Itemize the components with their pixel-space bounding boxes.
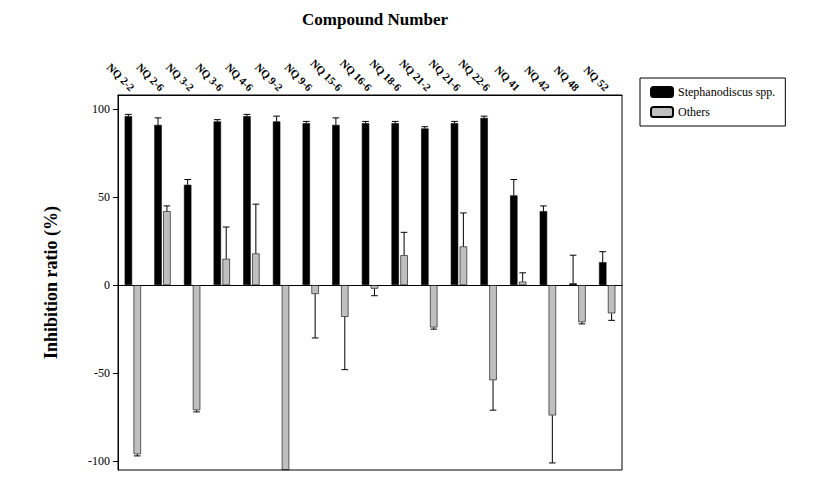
- svg-text:NQ 22-6: NQ 22-6: [457, 57, 494, 94]
- svg-text:Inhibition ratio (%): Inhibition ratio (%): [41, 206, 62, 359]
- svg-text:NQ 16-6: NQ 16-6: [338, 57, 375, 94]
- svg-text:100: 100: [92, 102, 110, 116]
- svg-text:NQ 15-6: NQ 15-6: [308, 57, 345, 94]
- svg-text:0: 0: [104, 278, 110, 292]
- svg-text:Stephanodiscus spp.: Stephanodiscus spp.: [678, 85, 775, 99]
- svg-text:NQ 2-2: NQ 2-2: [105, 61, 138, 94]
- svg-text:NQ 9-2: NQ 9-2: [253, 61, 286, 94]
- svg-text:NQ 52: NQ 52: [582, 63, 612, 93]
- svg-text:-100: -100: [88, 454, 110, 468]
- svg-text:NQ 42: NQ 42: [522, 63, 552, 93]
- svg-text:50: 50: [98, 190, 110, 204]
- svg-text:NQ 41: NQ 41: [493, 63, 523, 93]
- svg-text:Compound Number: Compound Number: [302, 10, 448, 29]
- svg-text:-50: -50: [94, 366, 110, 380]
- svg-text:NQ 48: NQ 48: [552, 63, 582, 93]
- svg-text:Others: Others: [678, 105, 710, 119]
- svg-text:NQ 3-6: NQ 3-6: [194, 61, 227, 94]
- svg-text:NQ 9-6: NQ 9-6: [282, 60, 315, 94]
- svg-text:NQ 2-6: NQ 2-6: [134, 61, 167, 94]
- svg-text:NQ 3-2: NQ 3-2: [164, 61, 197, 94]
- svg-text:NQ 21-6: NQ 21-6: [427, 57, 464, 94]
- svg-text:NQ 18-6: NQ 18-6: [368, 57, 405, 94]
- svg-text:NQ 4-6: NQ 4-6: [223, 61, 256, 94]
- svg-text:NQ 21-2: NQ 21-2: [397, 57, 434, 94]
